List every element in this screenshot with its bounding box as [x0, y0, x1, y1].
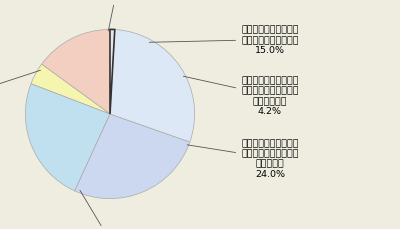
Text: 今後も現在のプランを
継続するつもりである
15.0%: 今後も現在のプランを 継続するつもりである 15.0% [149, 25, 299, 55]
Text: 加入するつもりはない
26.5%: 加入するつもりはない 26.5% [80, 191, 139, 229]
Wedge shape [25, 84, 110, 191]
Wedge shape [110, 30, 115, 114]
Text: わからない
29.5%: わからない 29.5% [0, 71, 40, 106]
Wedge shape [75, 114, 190, 199]
Text: 変更・加入したいが、
具体的なプランは検討
していない
24.0%: 変更・加入したいが、 具体的なプランは検討 していない 24.0% [187, 138, 299, 178]
Wedge shape [31, 65, 110, 114]
Text: 無回答
0.9%: 無回答 0.9% [105, 0, 129, 32]
Text: 変更・加入するため、
現在具体的なプランを
検討中である
4.2%: 変更・加入するため、 現在具体的なプランを 検討中である 4.2% [183, 76, 299, 116]
Wedge shape [110, 30, 195, 142]
Wedge shape [42, 30, 110, 114]
